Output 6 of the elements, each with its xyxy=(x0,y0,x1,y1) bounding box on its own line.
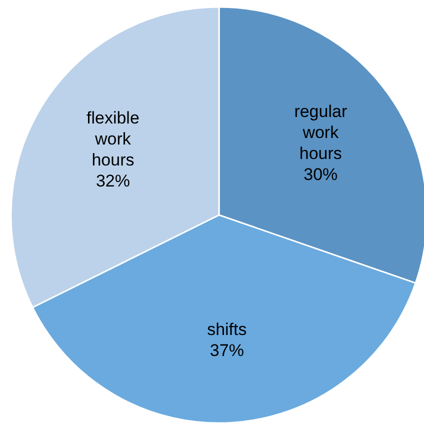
data-label: 32% xyxy=(96,171,130,190)
data-label: 37% xyxy=(210,340,244,360)
slice-label: regular work hours xyxy=(294,102,348,163)
slice-label: shifts xyxy=(207,320,247,339)
slice-label: flexible work hours xyxy=(86,108,140,170)
data-label: 30% xyxy=(304,164,338,184)
